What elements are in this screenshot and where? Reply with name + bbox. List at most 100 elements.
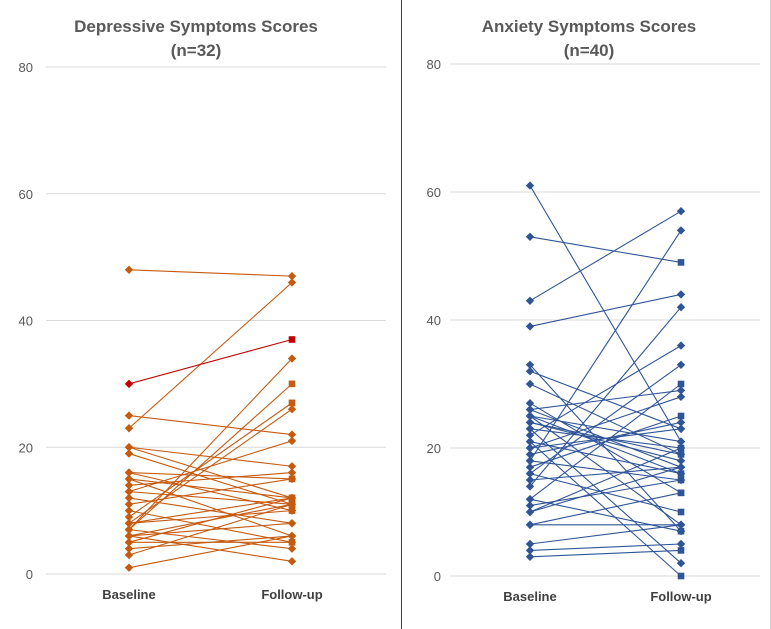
data-point <box>525 495 535 504</box>
data-point <box>525 411 535 421</box>
series-line <box>128 269 293 277</box>
series-line <box>128 402 293 518</box>
series-P2 <box>124 336 296 389</box>
data-point <box>677 412 685 420</box>
data-point <box>525 507 535 517</box>
series-line <box>529 293 682 327</box>
data-point <box>525 469 535 478</box>
data-point <box>287 468 297 477</box>
series-P30 <box>525 443 686 517</box>
data-point <box>124 563 134 572</box>
data-point <box>525 443 535 453</box>
data-point <box>676 520 686 529</box>
data-point <box>287 405 297 414</box>
data-point <box>525 456 535 465</box>
series-P34 <box>525 437 686 478</box>
series-P22 <box>525 303 686 491</box>
series-P36 <box>525 411 686 446</box>
y-tick-label: 20 <box>19 440 33 455</box>
series-P29 <box>124 500 296 560</box>
series-line <box>529 364 682 475</box>
series-line <box>529 185 682 442</box>
data-point <box>124 265 134 274</box>
data-point <box>676 463 686 472</box>
series-line <box>529 230 682 462</box>
series-P37 <box>525 520 686 529</box>
y-tick-label: 80 <box>427 57 441 72</box>
chart-subtitle: (n=40) <box>564 41 615 60</box>
y-tick-label: 0 <box>26 567 33 582</box>
data-point <box>525 379 535 389</box>
series-P29 <box>525 547 685 561</box>
series-P17 <box>124 399 296 522</box>
series-line <box>128 446 293 499</box>
data-point <box>288 475 296 483</box>
data-point <box>525 475 535 485</box>
data-point <box>287 506 297 515</box>
series-P3 <box>525 207 686 305</box>
x-tick-label: Baseline <box>503 589 556 604</box>
series-P5 <box>124 443 296 502</box>
series-line <box>529 498 682 532</box>
series-group <box>525 181 686 580</box>
series-group <box>124 265 297 572</box>
series-line <box>128 472 293 486</box>
data-point <box>676 539 686 549</box>
series-line <box>128 358 293 531</box>
series-P3 <box>124 411 297 439</box>
series-P32 <box>124 475 296 509</box>
series-P19 <box>124 506 297 528</box>
series-P1 <box>525 181 686 446</box>
data-point <box>676 341 686 350</box>
data-point <box>124 519 134 528</box>
data-point <box>288 500 296 508</box>
grid-lines <box>46 66 386 575</box>
data-point <box>676 290 686 299</box>
y-tick-label: 60 <box>427 185 441 200</box>
data-point <box>676 443 686 453</box>
x-tick-label: Baseline <box>102 587 155 602</box>
data-point <box>676 392 686 401</box>
data-point <box>525 482 535 491</box>
data-point <box>124 550 134 560</box>
data-point <box>124 500 134 509</box>
data-point <box>288 336 296 343</box>
data-point <box>525 501 535 510</box>
data-point <box>287 544 297 553</box>
series-line <box>128 282 293 429</box>
series-line <box>128 491 293 505</box>
series-P4 <box>525 290 686 331</box>
series-P31 <box>124 493 297 528</box>
series-line <box>529 460 682 481</box>
series-line <box>529 210 682 302</box>
data-point <box>124 474 134 484</box>
data-point <box>676 437 686 446</box>
data-point <box>124 538 134 547</box>
series-line <box>529 524 682 545</box>
series-P16 <box>525 341 686 440</box>
data-point <box>525 399 535 408</box>
series-P1 <box>124 265 297 281</box>
data-point <box>677 547 685 554</box>
data-point <box>676 207 686 216</box>
data-point <box>124 443 134 452</box>
series-P40 <box>525 424 686 453</box>
data-point <box>124 449 134 458</box>
x-axis: Baseline Follow-up <box>102 587 322 602</box>
data-point <box>287 557 297 566</box>
data-point <box>677 508 685 516</box>
data-point <box>525 418 535 427</box>
series-line <box>128 478 293 537</box>
data-point <box>287 436 297 446</box>
series-line <box>128 497 293 543</box>
y-tick-label: 80 <box>19 60 33 75</box>
data-point <box>525 431 535 440</box>
data-point <box>124 411 134 420</box>
series-line <box>529 473 682 513</box>
series-line <box>128 503 293 556</box>
series-line <box>128 408 293 524</box>
series-P38 <box>525 456 685 484</box>
data-point <box>677 476 685 484</box>
data-point <box>287 519 297 528</box>
data-point <box>525 437 535 446</box>
